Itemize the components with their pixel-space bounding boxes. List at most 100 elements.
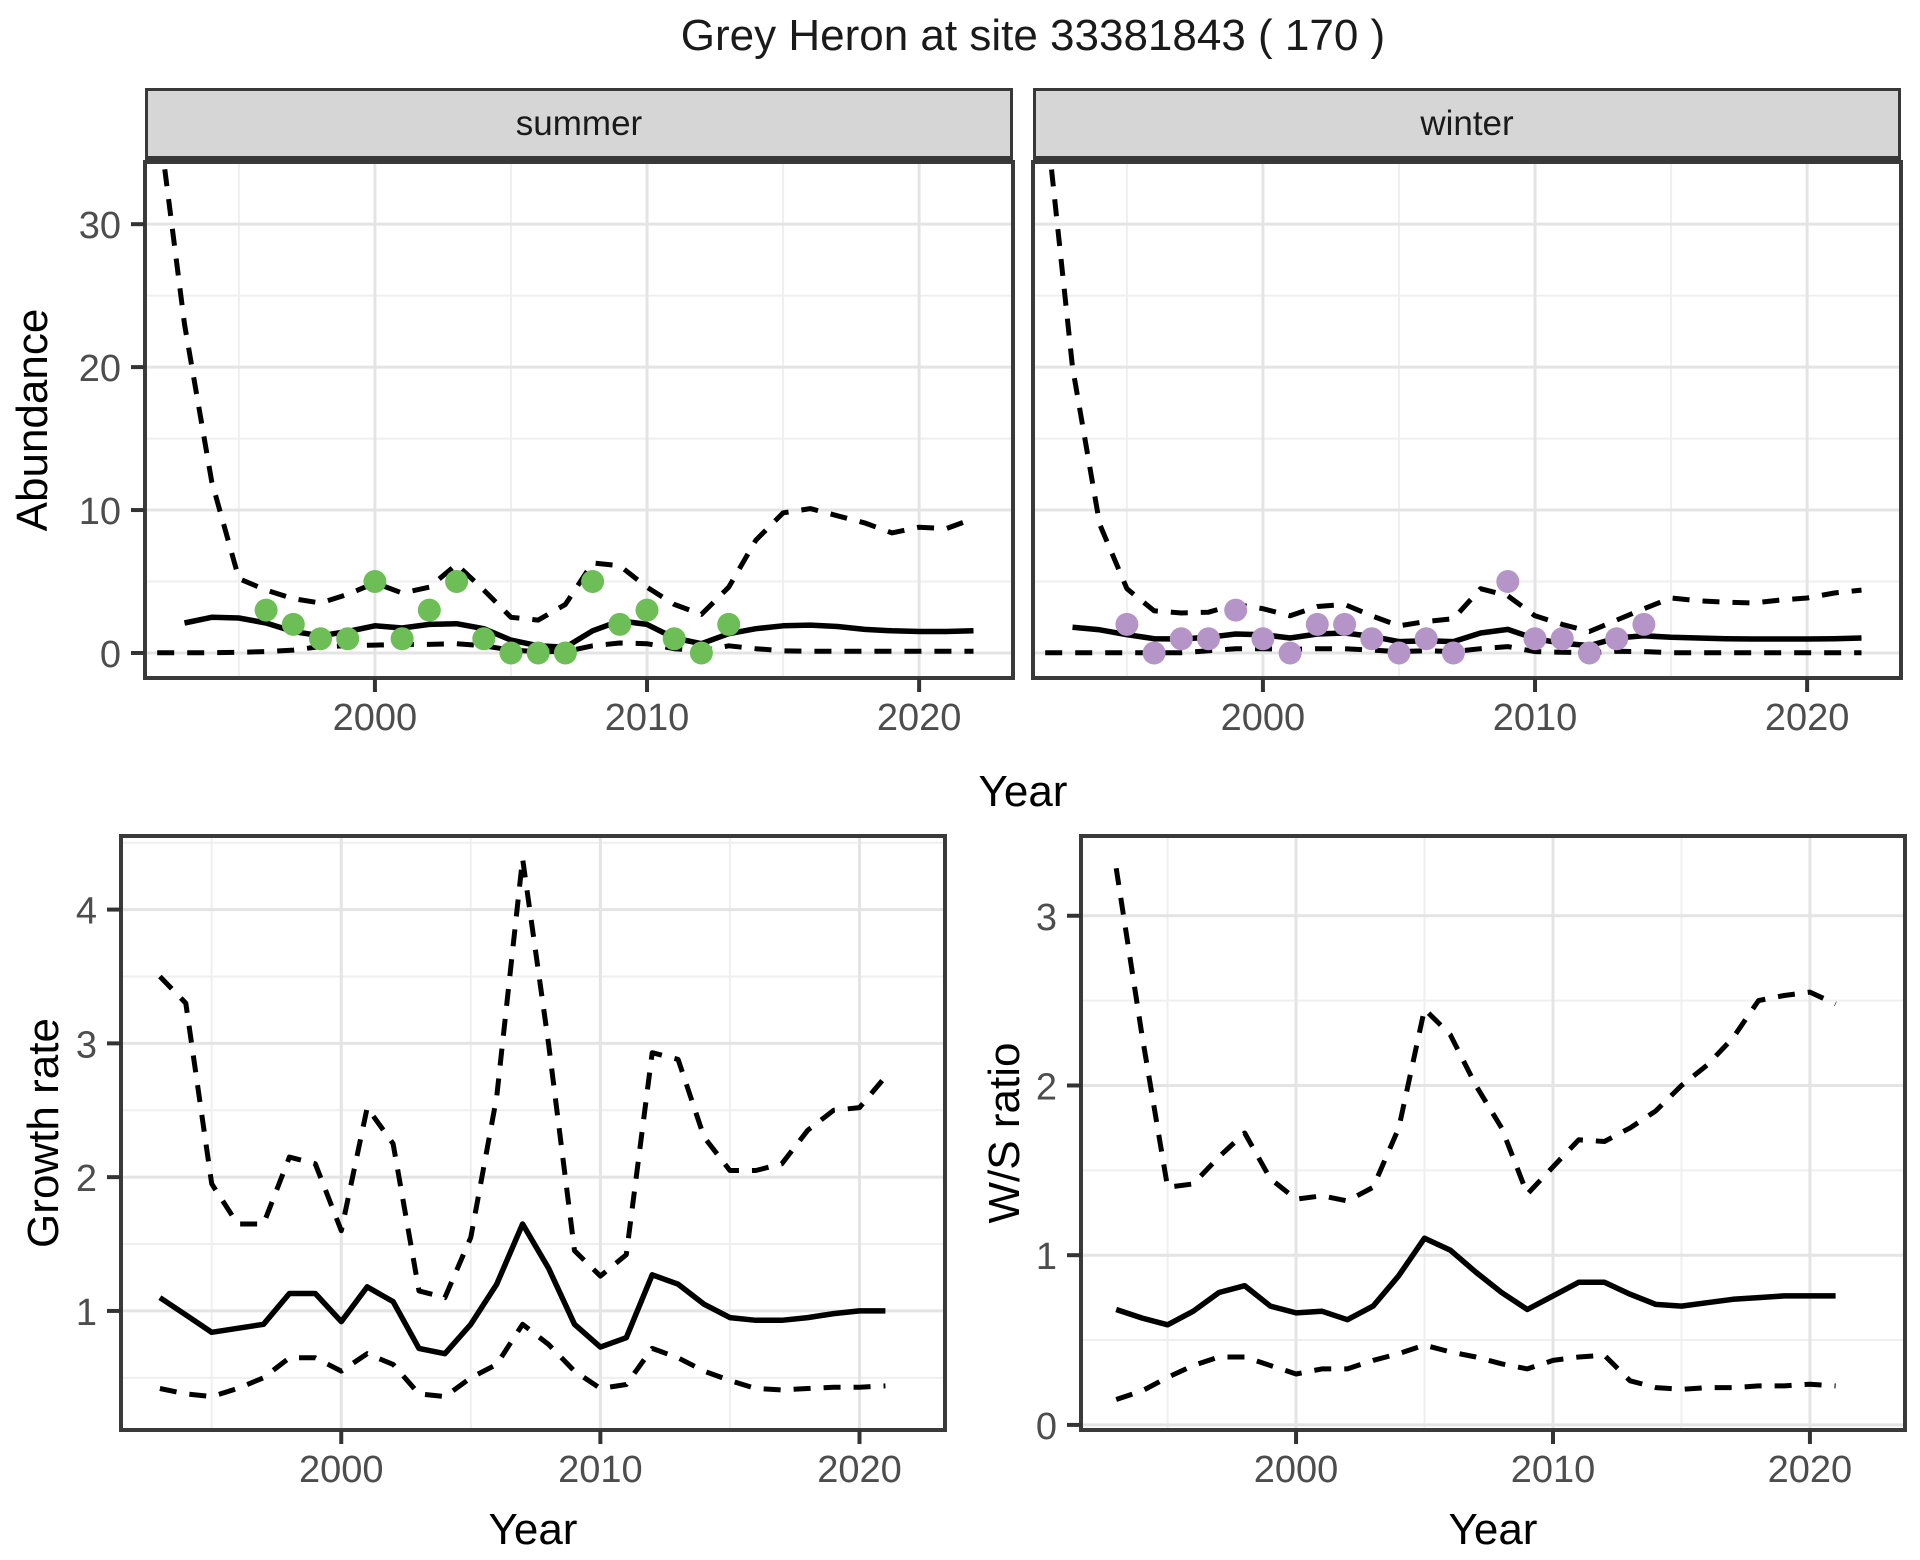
data-point xyxy=(1577,641,1601,665)
facet-strip-summer: summer xyxy=(145,88,1013,162)
y-tick-label: 30 xyxy=(79,205,121,247)
data-point xyxy=(526,641,550,665)
y-axis-title-ws-ratio: W/S ratio xyxy=(980,1042,1029,1224)
abundance-summer-lower-ci-line xyxy=(157,640,974,656)
axis-ticks: 2000 2010 2020 xyxy=(1221,678,1850,739)
data-point xyxy=(1523,627,1547,651)
ws-ratio-panel: 2000 2010 2020 0 1 2 3 xyxy=(1036,834,1907,1491)
data-point xyxy=(281,612,305,636)
data-point xyxy=(553,641,577,665)
data-point xyxy=(336,627,360,651)
abundance-winter-panel: 2000 2010 2020 xyxy=(1031,160,1903,739)
x-tick-label: 2010 xyxy=(558,1449,643,1491)
data-point xyxy=(1414,627,1438,651)
data-point xyxy=(1169,627,1193,651)
y-tick-label: 4 xyxy=(76,891,97,933)
x-tick-label: 2010 xyxy=(1511,1449,1596,1491)
panel-border xyxy=(1079,834,1907,1432)
x-axis-title-year-growth: Year xyxy=(488,1505,578,1554)
y-tick-label: 1 xyxy=(1036,1236,1057,1278)
series-lines xyxy=(158,856,888,1400)
data-point xyxy=(1224,598,1248,622)
data-point xyxy=(254,598,278,622)
data-point xyxy=(1550,627,1574,651)
y-tick-label: 3 xyxy=(76,1024,97,1066)
facet-strip-winter: winter xyxy=(1033,88,1901,162)
y-tick-label: 3 xyxy=(1036,897,1057,939)
y-tick-label: 0 xyxy=(1036,1406,1057,1448)
data-point xyxy=(689,641,713,665)
grid xyxy=(121,836,945,1430)
data-point xyxy=(363,570,387,593)
x-tick-label: 2000 xyxy=(1254,1449,1339,1491)
x-tick-label: 2020 xyxy=(817,1449,902,1491)
data-point xyxy=(499,641,523,665)
series-lines xyxy=(157,162,975,656)
data-point xyxy=(1496,570,1520,593)
data-point xyxy=(1441,641,1465,665)
x-axis-title-year-top: Year xyxy=(978,767,1068,816)
y-tick-label: 10 xyxy=(79,491,121,533)
x-tick-label: 2020 xyxy=(1768,1449,1853,1491)
facet-strip-winter-label: winter xyxy=(1420,103,1514,143)
y-tick-label: 0 xyxy=(100,634,121,676)
series-lines xyxy=(1045,162,1862,656)
series-lines xyxy=(1113,867,1837,1402)
grid xyxy=(1033,162,1901,678)
grid xyxy=(1081,836,1905,1430)
abundance-summer-upper-ci-line xyxy=(161,162,975,623)
growth-rate-mean-line xyxy=(158,1221,886,1357)
data-point xyxy=(1632,612,1656,636)
panel-border xyxy=(1031,160,1903,680)
facet-strip-summer-label: summer xyxy=(515,103,643,143)
x-tick-label: 2000 xyxy=(299,1449,384,1491)
y-tick-label: 2 xyxy=(1036,1066,1057,1108)
data-point xyxy=(635,598,659,622)
y-tick-label: 20 xyxy=(79,348,121,390)
x-tick-label: 2010 xyxy=(1493,697,1578,739)
axis-ticks: 2000 2010 2020 0 1 2 3 xyxy=(1036,897,1852,1491)
axis-ticks: 2000 2010 2020 0 10 20 30 xyxy=(79,205,962,739)
x-axis-title-year-ws: Year xyxy=(1448,1505,1538,1554)
x-tick-label: 2010 xyxy=(605,697,690,739)
ws-ratio-upper-ci-line xyxy=(1113,867,1837,1204)
data-point xyxy=(717,612,741,636)
data-point xyxy=(1278,641,1302,665)
y-tick-label: 1 xyxy=(76,1292,97,1334)
data-point xyxy=(1387,641,1411,665)
data-point xyxy=(445,570,469,593)
data-point xyxy=(1305,612,1329,636)
data-point xyxy=(581,570,605,593)
observed-counts-winter xyxy=(1115,570,1656,665)
data-point xyxy=(1142,641,1166,665)
panel-border xyxy=(143,160,1015,680)
growth-rate-lower-ci-line xyxy=(159,1321,886,1400)
data-point xyxy=(309,627,332,651)
data-point xyxy=(1360,627,1384,651)
abundance-summer-panel: 2000 2010 2020 0 10 20 30 xyxy=(79,160,1015,739)
growth-rate-upper-ci-line xyxy=(158,856,888,1301)
ws-ratio-lower-ci-line xyxy=(1115,1342,1836,1402)
data-point xyxy=(1605,627,1629,651)
x-tick-label: 2000 xyxy=(333,697,418,739)
page-title: Grey Heron at site 33381843 ( 170 ) xyxy=(680,11,1386,60)
x-tick-label: 2020 xyxy=(877,697,962,739)
x-tick-label: 2020 xyxy=(1765,697,1850,739)
abundance-winter-lower-ci-line xyxy=(1045,644,1862,656)
data-point xyxy=(390,627,414,651)
y-axis-title-abundance: Abundance xyxy=(8,308,57,532)
data-point xyxy=(417,598,441,622)
data-point xyxy=(662,627,686,651)
growth-rate-panel: 2000 2010 2020 1 2 3 4 xyxy=(76,834,947,1491)
data-point xyxy=(1251,627,1275,651)
y-axis-title-growth-rate: Growth rate xyxy=(19,1018,68,1248)
data-point xyxy=(472,627,496,651)
data-point xyxy=(1115,612,1139,636)
axis-ticks: 2000 2010 2020 1 2 3 4 xyxy=(76,891,902,1491)
data-point xyxy=(1197,627,1220,651)
panel-border xyxy=(119,834,947,1432)
observed-counts-summer xyxy=(254,570,741,665)
grid xyxy=(145,162,1013,678)
